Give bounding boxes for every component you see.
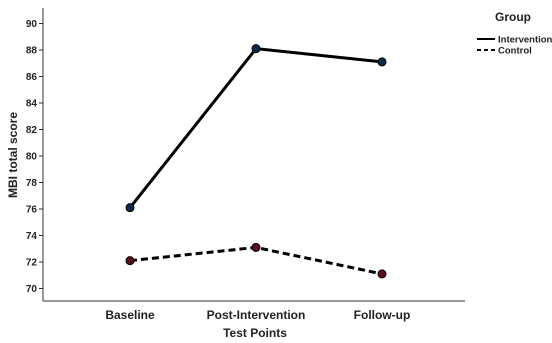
x-tick-label: Baseline — [105, 308, 155, 322]
y-tick-label: 70 — [26, 284, 38, 295]
data-point-control — [125, 256, 135, 266]
x-ticks: Baseline Post-Intervention Follow-up — [105, 308, 410, 322]
y-axis-title: MBI total score — [6, 112, 20, 198]
legend-title: Group — [495, 10, 531, 24]
data-point-intervention — [125, 203, 135, 213]
series-group — [125, 44, 387, 279]
y-tick-label: 80 — [26, 152, 38, 163]
y-tick-label: 86 — [26, 72, 38, 83]
series-line-intervention — [128, 47, 383, 209]
y-tick-label: 78 — [26, 178, 38, 189]
legend-label: Intervention — [498, 35, 552, 46]
y-tick-label: 84 — [26, 99, 38, 110]
data-point-control — [251, 242, 261, 252]
x-tick-label: Post-Intervention — [207, 308, 306, 322]
y-tick-label: 88 — [26, 46, 38, 57]
y-ticks: 70 72 74 76 78 80 82 84 86 88 90 — [26, 19, 43, 295]
y-tick-label: 82 — [26, 125, 38, 136]
y-tick-label: 76 — [26, 205, 38, 216]
y-tick-label: 74 — [26, 231, 38, 242]
data-point-control — [377, 269, 387, 279]
y-tick-label: 90 — [26, 19, 38, 30]
data-point-intervention — [377, 57, 387, 67]
data-point-intervention — [251, 44, 261, 54]
y-tick-label: 72 — [26, 258, 38, 269]
axes — [42, 8, 465, 302]
x-axis-title: Test Points — [223, 326, 287, 340]
legend-label: Control — [498, 46, 532, 57]
x-tick-label: Follow-up — [354, 308, 411, 322]
